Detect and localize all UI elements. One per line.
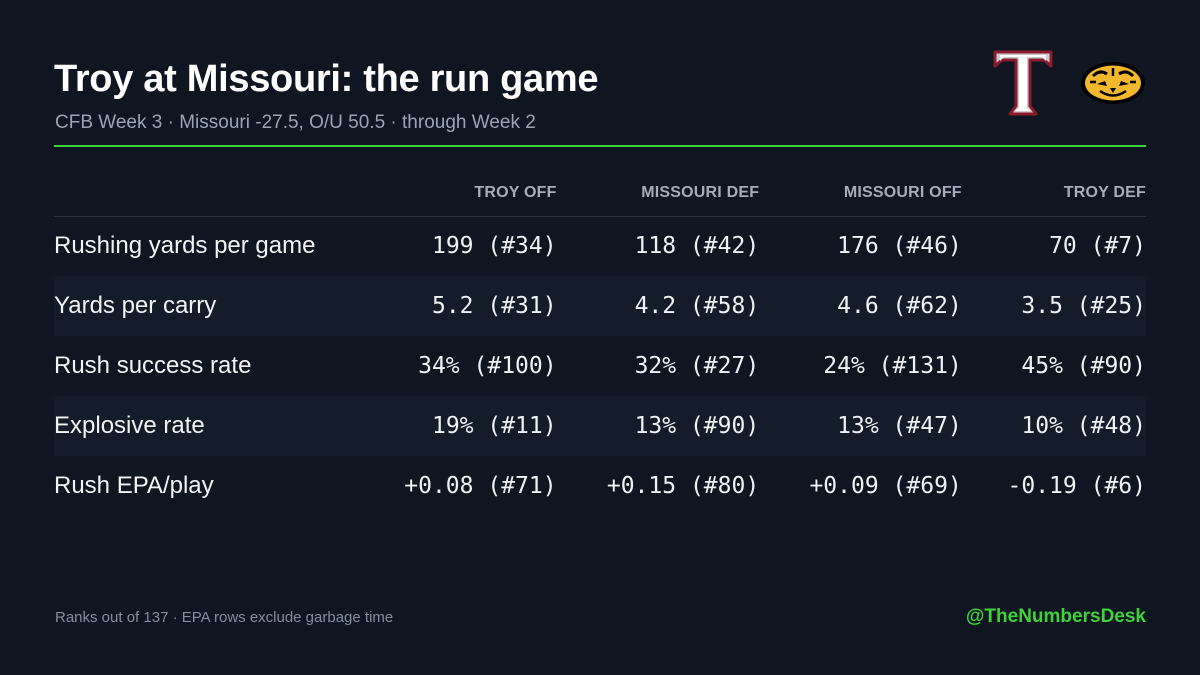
table-row: Rush success rate 34% (#100) 32% (#27) 2… [54,336,1146,396]
table-cell: +0.09 (#69) [809,473,962,499]
row-label: Rush EPA/play [54,472,214,499]
page-title: Troy at Missouri: the run game [54,58,599,100]
table-row: Yards per carry 5.2 (#31) 4.2 (#58) 4.6 … [54,276,1146,336]
row-label: Rush success rate [54,352,252,379]
row-label: Yards per carry [54,292,217,319]
troy-logo-icon [993,50,1053,116]
team-logos [992,48,1146,118]
table-cell: 176 (#46) [837,233,962,260]
row-label: Explosive rate [54,412,205,439]
table-row: Explosive rate 19% (#11) 13% (#90) 13% (… [54,396,1146,456]
table-cell: 3.5 (#25) [1021,293,1146,319]
table-cell: 34% (#100) [418,353,557,379]
row-label: Rushing yards per game [54,232,316,260]
table-cell: 24% (#131) [823,353,962,379]
table-cell: 5.2 (#31) [431,293,557,319]
table-cell: 199 (#34) [431,233,557,260]
table-cell: 10% (#48) [1021,413,1146,439]
table-cell: 70 (#7) [1049,233,1146,260]
table-cell: 32% (#27) [634,353,760,379]
table-header-row: TROY OFF MISSOURI DEF MISSOURI OFF TROY … [54,170,1146,217]
table-cell: 19% (#11) [431,413,557,439]
column-header-troy-def: TROY DEF [961,170,1146,217]
table-cell: 4.2 (#58) [634,293,760,319]
missouri-tiger-icon [1081,62,1145,104]
table-row: Rush EPA/play +0.08 (#71) +0.15 (#80) +0… [54,456,1146,516]
table-cell: 45% (#90) [1021,353,1146,379]
table-cell: 13% (#90) [634,413,760,439]
table-cell: 4.6 (#62) [837,293,962,319]
column-header-missouri-def: MISSOURI DEF [556,170,760,217]
page-subtitle: CFB Week 3 · Missouri -27.5, O/U 50.5 · … [55,112,536,133]
table-cell: -0.19 (#6) [1007,473,1146,499]
column-header-troy-off: TROY OFF [354,170,557,217]
accent-divider [54,145,1146,147]
column-header-stat [54,170,354,217]
table-cell: 13% (#47) [837,413,962,439]
run-game-stats-table: TROY OFF MISSOURI DEF MISSOURI OFF TROY … [54,170,1146,516]
column-header-missouri-off: MISSOURI OFF [759,170,962,217]
table-cell: +0.08 (#71) [404,473,557,499]
footnote: Ranks out of 137 · EPA rows exclude garb… [55,609,394,626]
table-row: Rushing yards per game 199 (#34) 118 (#4… [54,216,1146,276]
author-handle: @TheNumbersDesk [965,606,1146,627]
table-cell: +0.15 (#80) [606,473,760,499]
table-cell: 118 (#42) [634,233,760,260]
